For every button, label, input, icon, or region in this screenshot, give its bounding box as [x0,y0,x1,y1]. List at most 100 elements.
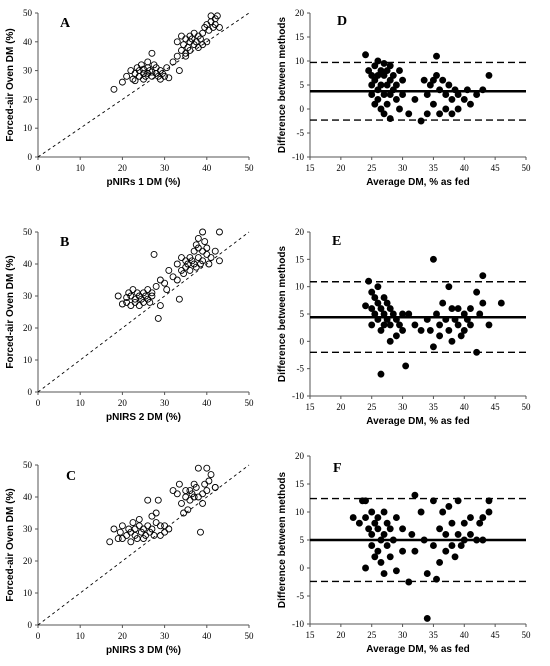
x-axis-label: Average DM, % as fed [366,177,470,188]
data-point [203,464,211,472]
data-point [152,282,160,290]
data-point [377,558,385,566]
data-point [380,59,388,67]
data-point [420,76,428,84]
data-point [362,497,369,505]
data-point [436,332,444,340]
data-point [129,75,137,83]
data-point [118,78,126,86]
data-point [433,71,440,79]
data-point [194,234,202,242]
y-axis-label: Difference between methods [277,16,288,153]
data-point [383,100,391,108]
data-point [362,564,369,572]
data-point [377,81,385,89]
data-point [150,250,158,258]
data-point [467,321,474,329]
data-point [152,519,160,527]
data-point [479,514,487,522]
data-point [203,250,211,258]
y-tick-label: 30 [23,66,33,76]
x-tick-label: 0 [36,163,41,173]
data-point [448,110,456,118]
data-point [127,302,135,310]
data-point [423,316,431,323]
data-point [365,277,373,285]
data-point [380,91,388,99]
data-point [180,270,188,278]
x-tick-label: 50 [245,631,255,641]
data-point [135,302,143,310]
data-point [165,266,173,274]
data-point [371,519,379,527]
data-point [163,64,171,72]
y-tick-label: 10 [23,355,33,365]
y-tick-label: 20 [23,556,33,566]
data-point [135,522,143,530]
y-tick-label: 0 [28,387,33,397]
data-point [362,302,369,310]
data-point [485,71,493,79]
panel-letter: E [332,234,341,249]
y-tick-label: 10 [23,123,33,133]
data-point [371,100,379,108]
data-point [386,525,394,533]
data-point [460,310,468,318]
data-point [377,105,385,113]
data-point [199,257,207,265]
x-tick-label: 30 [398,163,408,173]
data-point [429,542,437,550]
data-point [216,257,223,265]
x-tick-label: 15 [306,630,316,640]
data-point [445,283,453,291]
data-point [127,538,135,546]
x-tick-label: 40 [202,163,212,173]
data-point [451,86,459,94]
y-tick-label: 15 [295,254,305,264]
y-tick-label: 20 [23,94,33,104]
data-point [118,300,126,308]
data-point [135,72,143,80]
data-point [146,67,154,75]
panel-letter: C [66,469,76,484]
panel-letter: A [60,16,71,31]
data-point [429,255,437,263]
data-point [178,499,185,507]
data-point [199,247,207,255]
data-point [182,493,190,501]
data-point [426,81,434,89]
data-point [365,525,373,533]
data-point [454,497,462,505]
y-tick-label: 10 [23,588,33,598]
y-tick-label: 50 [23,227,33,237]
data-point [460,519,468,527]
data-point [190,493,198,501]
data-point [399,326,407,334]
data-point [207,12,215,20]
data-point [405,110,413,118]
data-point [433,310,440,318]
data-point [371,294,379,302]
data-point [161,279,169,287]
data-point [380,570,388,578]
data-point [454,530,462,538]
y-tick-label: 15 [295,479,305,489]
data-point [131,77,139,85]
data-point [436,86,444,94]
x-tick-label: 20 [336,402,346,412]
panel-letter: D [337,14,347,29]
data-point [377,370,385,378]
data-point [123,531,131,539]
data-point [182,487,190,495]
data-point [178,46,185,54]
data-point [156,522,164,530]
data-point [442,91,450,99]
panel-d: 15 20 25 30 35 40 45 50 -10 -5 0 5 10 15 20 Average DM,… [277,8,531,188]
data-point [476,519,484,527]
x-tick-label: 0 [36,631,41,641]
data-point [439,508,447,516]
x-tick-label: 30 [160,163,170,173]
y-tick-label: 5 [300,80,305,90]
data-point [207,471,215,479]
data-point [374,299,382,307]
